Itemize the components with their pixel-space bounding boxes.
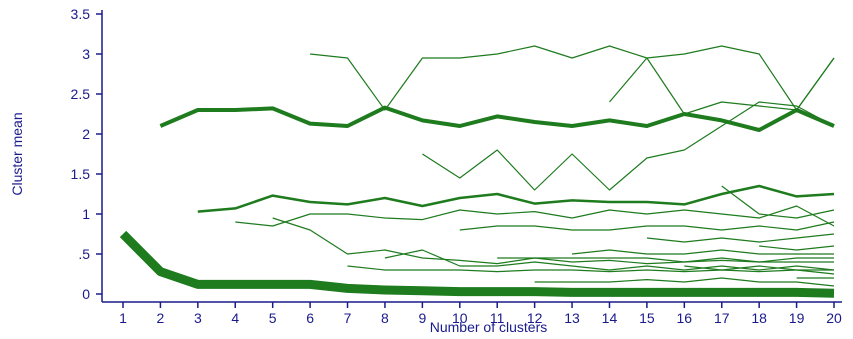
- cluster-series-line-15: [646, 233, 835, 243]
- x-tick-label: 19: [789, 310, 805, 326]
- x-tick-label: 13: [564, 310, 580, 326]
- x-tick-label: 4: [231, 310, 239, 326]
- cluster-series-line-6: [310, 45, 835, 111]
- y-tick-label: 1: [82, 206, 90, 222]
- y-tick-label: 3.5: [71, 6, 91, 22]
- x-tick-label: 6: [306, 310, 314, 326]
- cluster-series-line-1: [119, 230, 835, 298]
- y-tick-label: 0: [82, 286, 90, 302]
- cluster-series-line-11: [497, 257, 834, 263]
- cluster-series-line-17: [721, 185, 835, 219]
- x-tick-label: 2: [157, 310, 165, 326]
- y-tick-label: 2: [82, 126, 90, 142]
- cluster-series-line-16: [684, 265, 835, 275]
- x-tick-label: 11: [490, 310, 505, 326]
- x-tick-label: 9: [418, 310, 426, 326]
- x-tick-label: 18: [751, 310, 767, 326]
- x-tick-label: 1: [119, 310, 127, 326]
- cluster-series-line-9: [422, 101, 835, 191]
- x-tick-label: 7: [344, 310, 352, 326]
- x-ticks-layer: 1 2 3 4 5 6 7 8 9 10 11 12 13 14 15 16 17 18 19 20: [119, 302, 842, 326]
- cluster-series-line-7: [347, 265, 834, 273]
- x-tick-label: 17: [714, 310, 730, 326]
- cluster-series-line-8: [384, 249, 835, 271]
- x-tick-label: 5: [269, 310, 277, 326]
- chart-axes-layer: [101, 10, 842, 303]
- cluster-series-line-12: [534, 277, 835, 287]
- y-tick-label: 3: [82, 46, 90, 62]
- x-tick-label: 16: [677, 310, 693, 326]
- y-tick-label: 1.5: [71, 166, 91, 182]
- x-tick-label: 15: [639, 310, 655, 326]
- cluster-series-line-13: [572, 249, 834, 255]
- cluster-series-line-14: [609, 57, 835, 115]
- cluster-series-line-5: [272, 217, 834, 265]
- y-ticks-layer: 0 .5 1 1.5 2 2.5 3 3.5: [71, 6, 102, 302]
- x-tick-label: 8: [381, 310, 389, 326]
- cluster-series-line-18: [759, 245, 835, 251]
- x-tick-label: 20: [826, 310, 842, 326]
- cluster-series-line-2: [159, 105, 835, 132]
- y-axis-title: Cluster mean: [9, 112, 25, 195]
- x-axis-title: Number of clusters: [430, 319, 547, 335]
- y-tick-label: .5: [78, 246, 90, 262]
- chart-lines-layer: [119, 45, 835, 298]
- cluster-series-line-4: [235, 205, 835, 227]
- x-tick-label: 12: [527, 310, 543, 326]
- cluster-series-line-10: [459, 221, 835, 231]
- y-tick-label: 2.5: [71, 86, 91, 102]
- x-tick-label: 3: [194, 310, 202, 326]
- cluster-series-line-3: [197, 184, 835, 213]
- x-tick-label: 14: [602, 310, 618, 326]
- x-tick-label: 10: [452, 310, 468, 326]
